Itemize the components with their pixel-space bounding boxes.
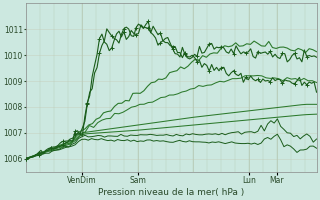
- X-axis label: Pression niveau de la mer( hPa ): Pression niveau de la mer( hPa ): [98, 188, 244, 197]
